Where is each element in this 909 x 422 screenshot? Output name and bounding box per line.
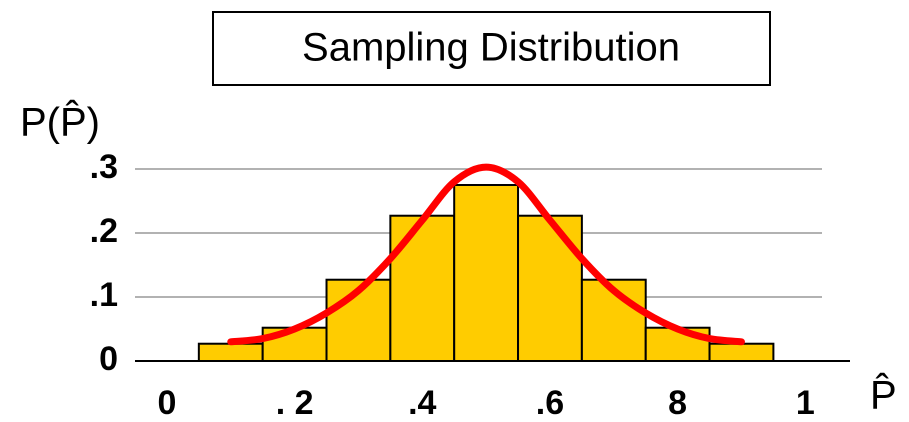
x-tick-label: 0 [157, 384, 176, 422]
bar [580, 278, 647, 362]
chart-title: Sampling Distribution [302, 26, 680, 70]
bar [197, 342, 264, 363]
y-tick-label: 0 [99, 340, 118, 378]
x-tick-label: .6 [536, 384, 564, 422]
y-tick-label: .1 [90, 276, 118, 314]
density-curve [227, 163, 745, 346]
bar [517, 214, 583, 362]
title-box [212, 11, 771, 86]
x-tick-label: . 2 [276, 384, 314, 422]
x-axis-label: P̂ [870, 372, 897, 418]
x-tick-label: .4 [408, 384, 436, 422]
bar [453, 184, 520, 362]
bar [708, 342, 775, 363]
y-axis-label: P(P̂) [20, 99, 100, 145]
y-tick-label: .2 [90, 212, 118, 250]
bar [389, 214, 456, 362]
x-tick-label: 1 [796, 384, 815, 422]
y-tick-label: .3 [90, 148, 118, 186]
x-tick-label: 8 [668, 384, 687, 422]
